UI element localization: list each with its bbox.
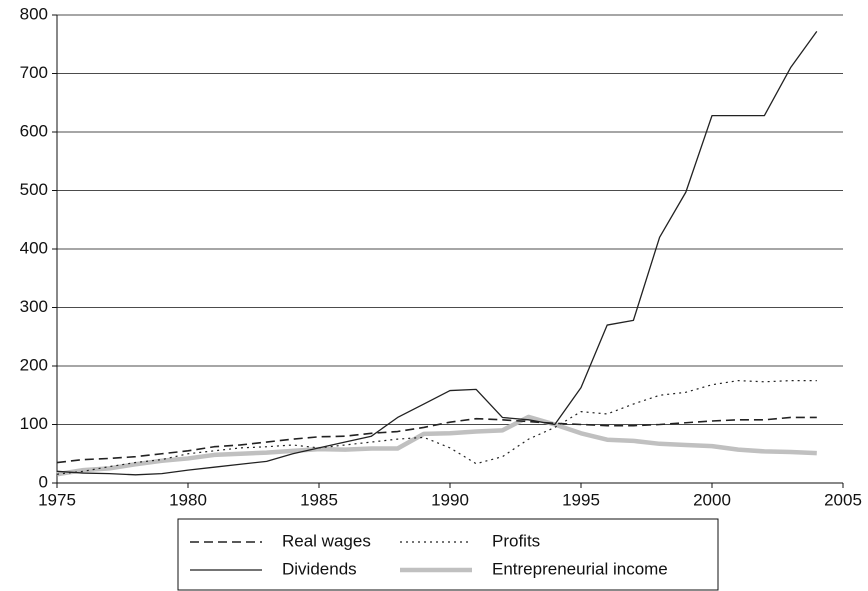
legend-label: Real wages	[282, 531, 371, 550]
legend-label: Profits	[492, 531, 540, 550]
x-tick-label: 2005	[824, 490, 862, 509]
series-line	[56, 414, 817, 477]
y-tick-label: 200	[20, 355, 48, 374]
legend-label: Dividends	[282, 559, 357, 578]
series-line	[56, 30, 818, 476]
x-tick-label: 1980	[169, 490, 207, 509]
y-tick-label: 0	[39, 472, 48, 491]
y-tick-label: 500	[20, 180, 48, 199]
y-tick-label: 800	[20, 4, 48, 23]
series-line	[56, 416, 817, 464]
y-tick-label: 100	[20, 414, 48, 433]
y-tick-label: 600	[20, 121, 48, 140]
legend-label: Entrepreneurial income	[492, 559, 668, 578]
y-tick-label: 700	[20, 63, 48, 82]
x-tick-label: 1975	[38, 490, 76, 509]
x-tick-label: 2000	[693, 490, 731, 509]
x-tick-label: 1995	[562, 490, 600, 509]
x-tick-label: 1990	[431, 490, 469, 509]
x-tick-label: 1985	[300, 490, 338, 509]
legend-box	[177, 518, 719, 591]
y-tick-label: 300	[20, 297, 48, 316]
y-tick-label: 400	[20, 238, 48, 257]
